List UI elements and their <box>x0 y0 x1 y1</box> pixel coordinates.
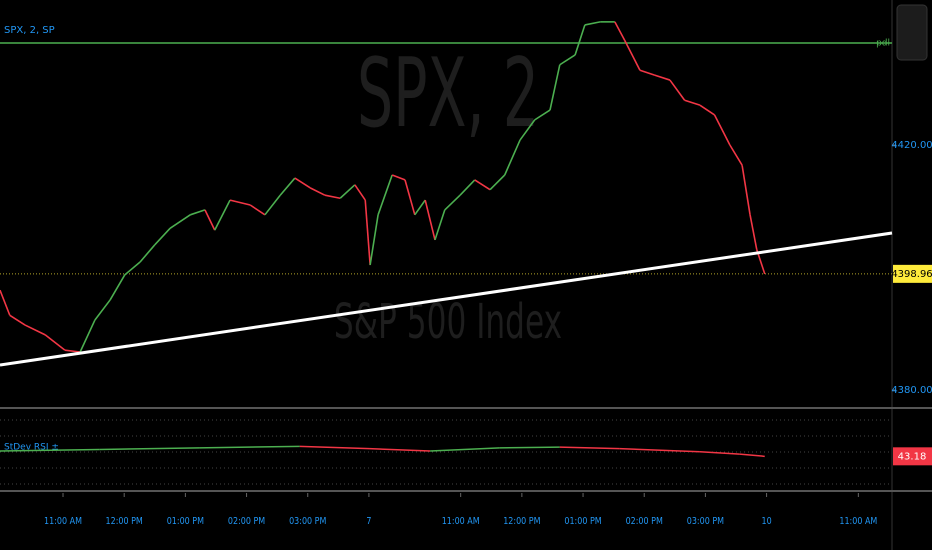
x-tick-label: 01:00 PM <box>564 516 601 527</box>
rsi-segment <box>0 448 100 452</box>
price-segment <box>729 144 743 166</box>
price-segment <box>364 200 371 266</box>
price-segment <box>444 194 461 211</box>
price-segment <box>424 199 436 241</box>
x-tick-label: 12:00 PM <box>503 516 540 527</box>
price-segment <box>79 319 96 353</box>
price-segment <box>684 99 701 106</box>
x-tick-label: 11:00 AM <box>44 516 82 527</box>
rsi-segment <box>699 451 740 455</box>
price-segment <box>434 209 446 241</box>
price-segment <box>190 209 206 216</box>
price-segment <box>669 79 686 101</box>
level-label: pdl <box>876 38 890 48</box>
price-segment <box>154 227 171 246</box>
price-segment <box>614 21 626 41</box>
symbol-label: SPX, 2, SP <box>4 25 55 36</box>
x-tick-label: 10 <box>761 516 771 527</box>
price-segment <box>519 119 536 141</box>
price-segment <box>713 114 731 146</box>
price-segment <box>459 179 476 196</box>
rsi-segment <box>559 446 620 450</box>
price-segment <box>354 184 366 201</box>
rsi-segment <box>430 447 500 452</box>
price-segment <box>639 69 655 76</box>
price-segment <box>741 165 751 215</box>
rsi-segment <box>199 445 300 449</box>
price-segment <box>369 214 379 266</box>
price-segment <box>139 244 156 263</box>
x-tick-label: 03:00 PM <box>289 516 326 527</box>
rsi-segment <box>369 447 431 452</box>
price-segment <box>264 194 281 216</box>
price-segment <box>623 39 641 71</box>
rsi-value-box <box>893 447 932 466</box>
x-tick-label: 02:00 PM <box>228 516 265 527</box>
price-segment <box>559 54 576 66</box>
price-segment <box>309 187 326 196</box>
x-tick-label: 01:00 PM <box>167 516 204 527</box>
price-segment <box>534 109 551 121</box>
trendline <box>0 231 893 367</box>
menu-button[interactable] <box>896 4 928 61</box>
x-tick-label: 7 <box>366 516 371 527</box>
price-segment <box>574 24 586 56</box>
price-segment <box>169 214 191 229</box>
price-segment <box>474 179 491 191</box>
rsi-segment <box>499 446 560 449</box>
price-segment <box>204 209 216 231</box>
price-segment <box>9 314 26 326</box>
price-segment <box>654 74 671 81</box>
x-tick-label: 11:00 AM <box>839 516 877 527</box>
last-price-box <box>893 264 932 283</box>
price-segment <box>749 214 758 250</box>
price-segment <box>294 177 311 189</box>
x-tick-label: 11:00 AM <box>442 516 480 527</box>
price-segment <box>249 204 266 216</box>
x-tick-label: 03:00 PM <box>687 516 724 527</box>
indicator-label: StDev RSI ± <box>4 443 59 453</box>
price-segment <box>94 299 111 321</box>
price-segment <box>377 174 393 216</box>
price-segment <box>279 177 296 196</box>
rsi-segment <box>299 445 370 450</box>
price-segment <box>391 174 406 181</box>
price-segment <box>124 261 141 276</box>
price-segment <box>503 139 521 176</box>
rsi-value-label: 43.18 <box>898 451 927 462</box>
price-segment <box>584 21 601 26</box>
price-segment <box>64 349 81 353</box>
price-segment <box>0 289 11 316</box>
price-segment <box>339 184 356 199</box>
last-price-label: 4398.96 <box>891 269 932 280</box>
watermark-title: SPX, 2 <box>357 39 539 149</box>
price-segment <box>109 274 126 301</box>
rsi-segment <box>619 447 700 453</box>
price-segment <box>44 334 66 351</box>
x-tick-label: 12:00 PM <box>106 516 143 527</box>
rsi-segment <box>99 447 200 451</box>
x-tick-label: 02:00 PM <box>626 516 663 527</box>
y-tick-label: 4420.00 <box>891 140 932 151</box>
price-segment <box>404 179 416 216</box>
price-segment <box>229 199 251 206</box>
rsi-segment <box>739 453 765 458</box>
price-segment <box>414 199 426 216</box>
price-segment <box>214 199 231 231</box>
price-segment <box>549 64 561 111</box>
price-segment <box>489 174 506 191</box>
watermark-subtitle: S&P 500 Index <box>334 293 562 350</box>
price-segment <box>699 104 716 116</box>
price-segment <box>324 194 341 200</box>
y-tick-label: 4380.00 <box>891 385 932 396</box>
price-segment <box>24 324 46 336</box>
